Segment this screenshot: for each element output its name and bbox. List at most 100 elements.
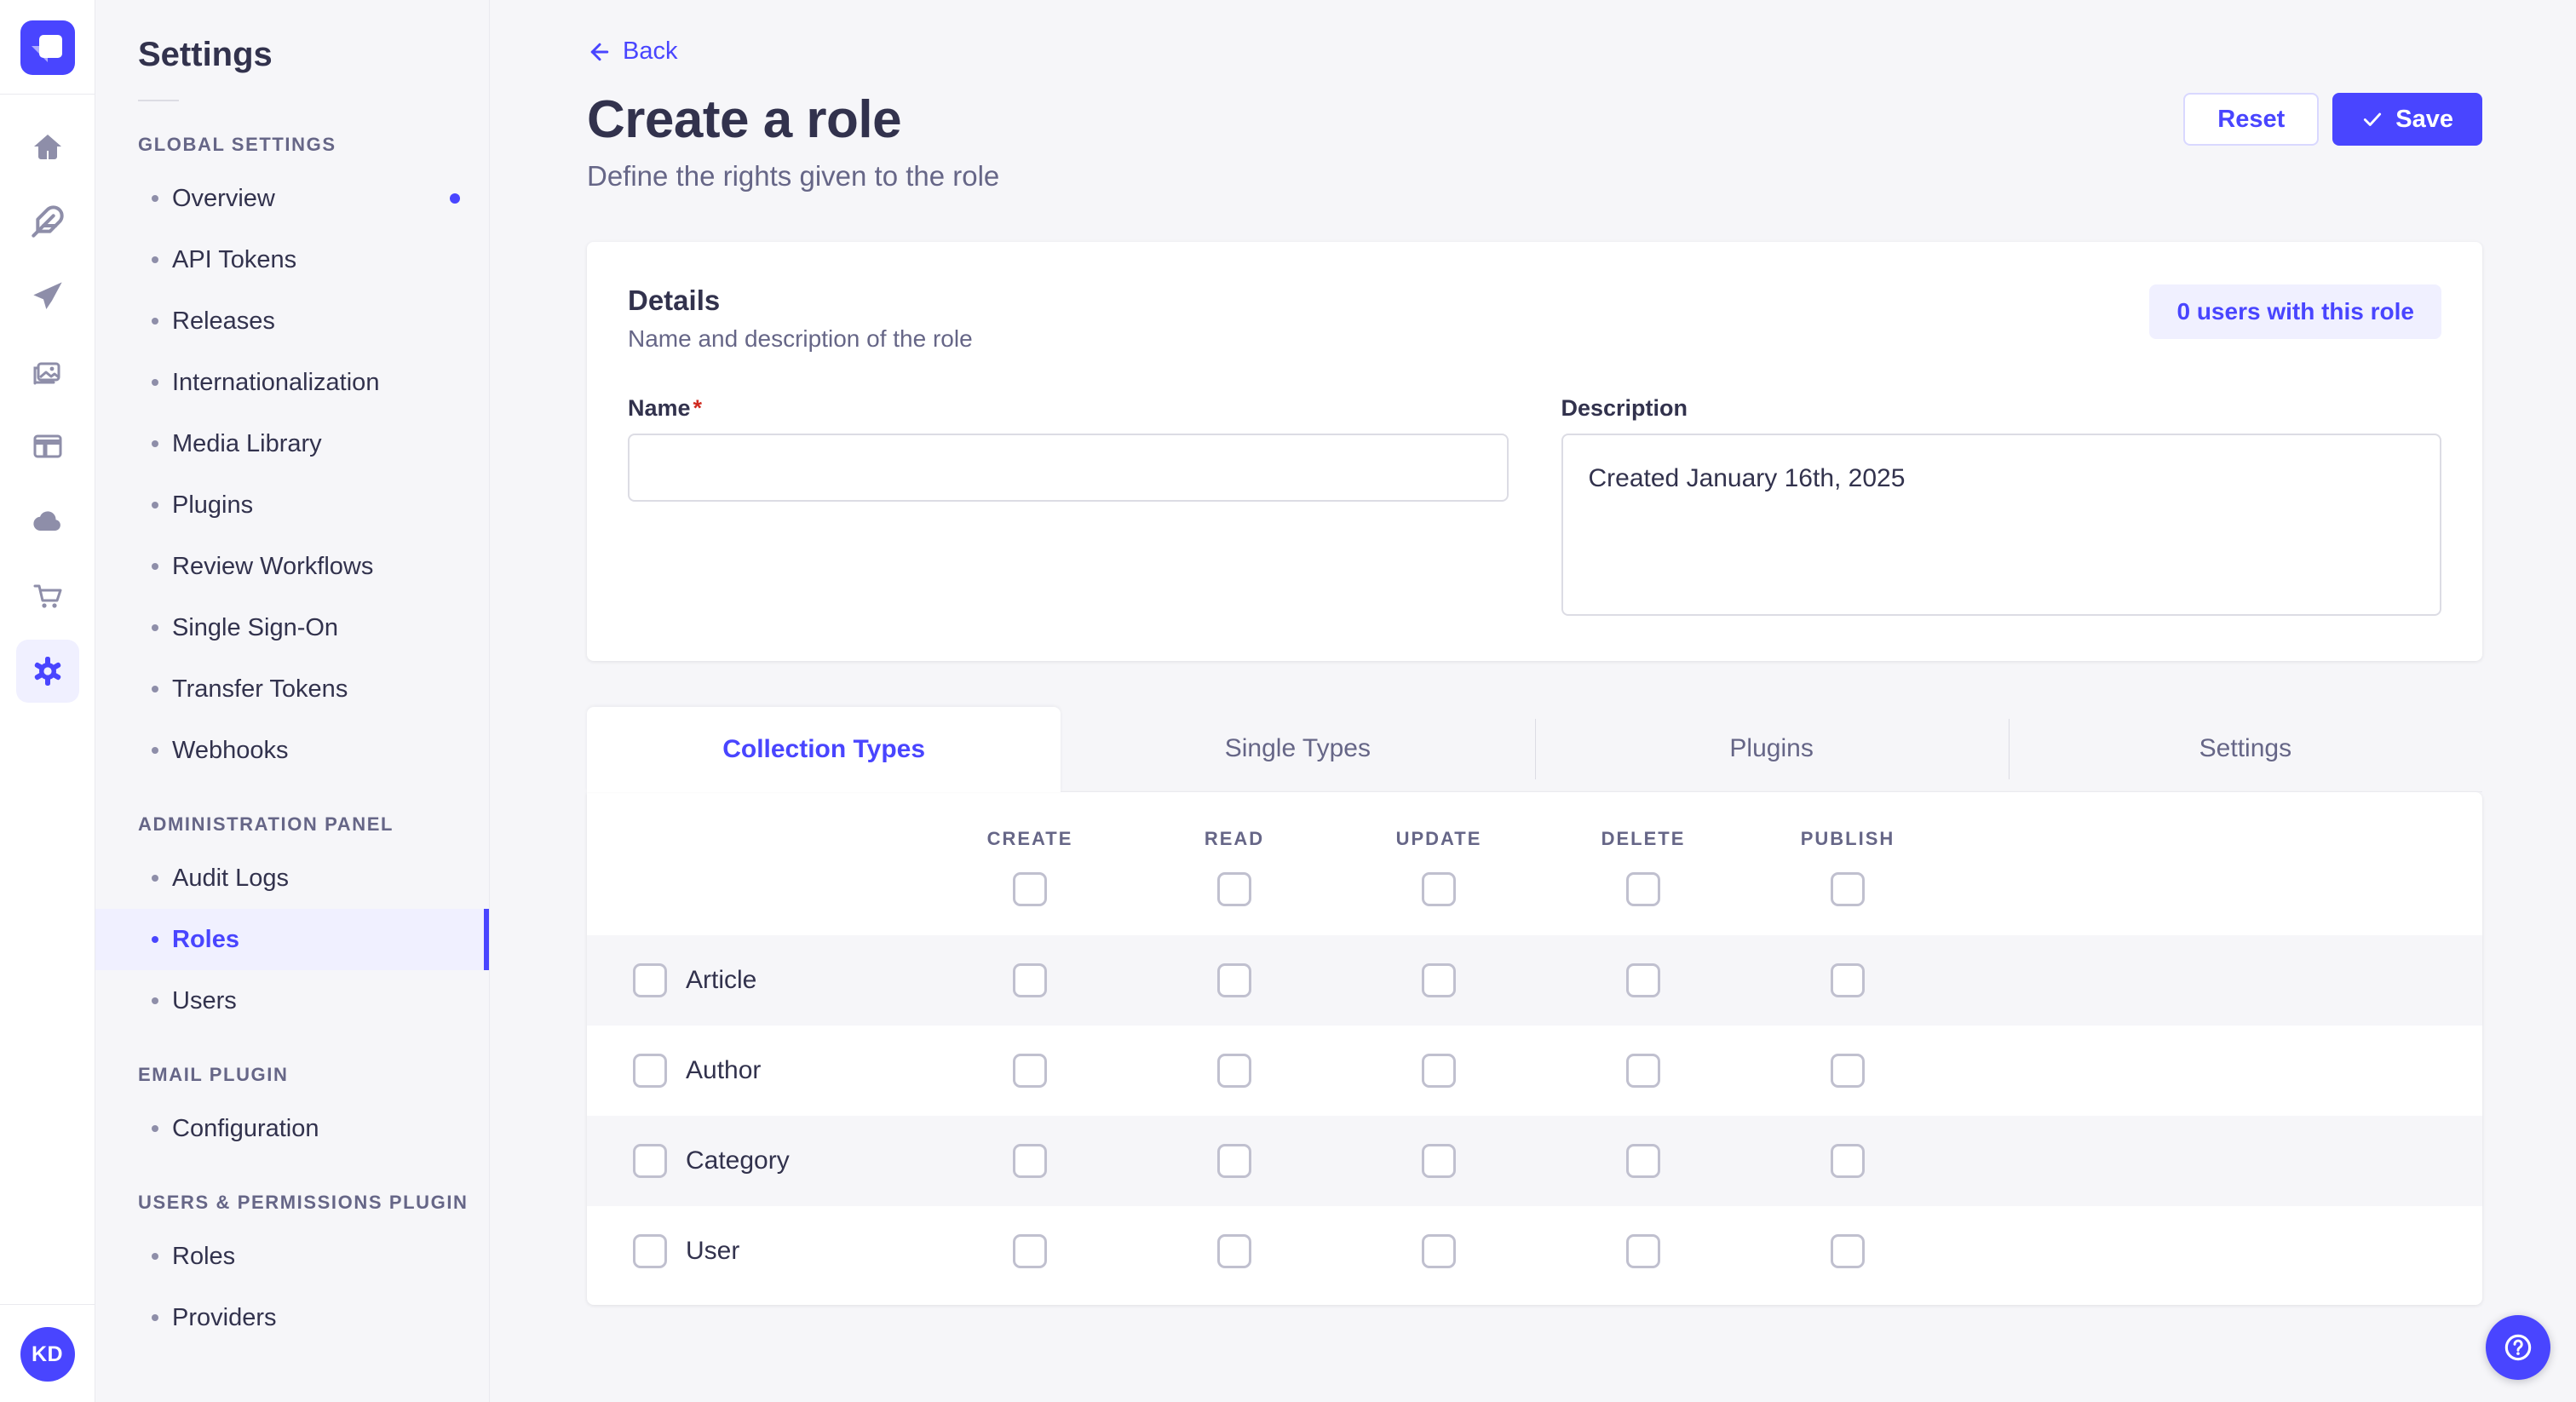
sidebar-item-transfer-tokens[interactable]: Transfer Tokens [95, 658, 489, 720]
checkbox-article-delete[interactable] [1626, 962, 1660, 997]
sidebar-item-label: Media Library [172, 429, 322, 457]
sidebar-item-releases[interactable]: Releases [95, 290, 489, 352]
sidebar-item-providers[interactable]: Providers [95, 1287, 489, 1348]
checkbox-article-publish[interactable] [1831, 962, 1865, 997]
users-with-role-button[interactable]: 0 users with this role [2149, 284, 2441, 339]
rail-bottom-divider [0, 1304, 95, 1305]
sidebar-item-label: Overview [172, 184, 275, 212]
tab-plugins[interactable]: Plugins [1534, 707, 2009, 792]
checkbox-category-publish[interactable] [1831, 1143, 1865, 1178]
save-button[interactable]: Save [2332, 93, 2482, 146]
sidebar-item-overview[interactable]: Overview [95, 168, 489, 229]
checkbox-user-publish[interactable] [1831, 1233, 1865, 1268]
bullet-icon [152, 379, 158, 386]
sidebar-item-audit-logs[interactable]: Audit Logs [95, 848, 489, 909]
checkbox-category-update[interactable] [1422, 1143, 1456, 1178]
checkbox-article-update[interactable] [1422, 962, 1456, 997]
content-type-builder-icon[interactable] [30, 428, 66, 464]
sidebar-item-media-library[interactable]: Media Library [95, 413, 489, 474]
checkbox-select-all-read[interactable] [1217, 871, 1251, 906]
checkbox-article-create[interactable] [1013, 962, 1047, 997]
releases-icon[interactable] [30, 279, 66, 314]
permission-row-user: User [587, 1206, 2482, 1296]
checkbox-category-create[interactable] [1013, 1143, 1047, 1178]
sidebar-item-configuration[interactable]: Configuration [95, 1098, 489, 1159]
permission-row-author: Author [587, 1026, 2482, 1116]
settings-icon[interactable] [15, 640, 79, 703]
reset-button[interactable]: Reset [2183, 93, 2320, 146]
checkbox-select-all-publish[interactable] [1831, 871, 1865, 906]
bullet-icon [152, 440, 158, 447]
checkbox-row-author[interactable] [633, 1053, 667, 1088]
bullet-icon [152, 1314, 158, 1321]
checkbox-author-delete[interactable] [1626, 1053, 1660, 1088]
checkbox-user-delete[interactable] [1626, 1233, 1660, 1268]
row-label: Category [686, 1146, 790, 1175]
checkbox-author-update[interactable] [1422, 1053, 1456, 1088]
bullet-icon [152, 997, 158, 1004]
help-button[interactable] [2486, 1315, 2550, 1380]
sidebar-item-roles[interactable]: Roles [95, 909, 489, 970]
checkbox-row-user[interactable] [633, 1233, 667, 1268]
bullet-icon [152, 686, 158, 692]
checkbox-select-all-create[interactable] [1013, 871, 1047, 906]
sidebar-section: GLOBAL SETTINGS Overview API Tokens Release… [95, 134, 489, 781]
tab-settings[interactable]: Settings [2008, 707, 2482, 792]
details-card: Details Name and description of the role… [587, 241, 2482, 661]
sidebar-item-webhooks[interactable]: Webhooks [95, 720, 489, 781]
sidebar-item-plugins[interactable]: Plugins [95, 474, 489, 536]
role-name-input[interactable] [628, 433, 1509, 502]
back-link[interactable]: Back [587, 37, 677, 66]
row-label: Author [686, 1055, 762, 1084]
checkbox-row-article[interactable] [633, 962, 667, 997]
cloud-icon[interactable] [30, 503, 66, 539]
sidebar-section: EMAIL PLUGIN Configuration [95, 1064, 489, 1159]
checkbox-author-publish[interactable] [1831, 1053, 1865, 1088]
sidebar-item-label: Plugins [172, 491, 254, 519]
sidebar-item-roles[interactable]: Roles [95, 1226, 489, 1287]
user-avatar[interactable]: KD [20, 1327, 75, 1382]
checkbox-row-category[interactable] [633, 1143, 667, 1178]
home-icon[interactable] [30, 129, 66, 164]
settings-sidebar: Settings GLOBAL SETTINGS Overview API Toke… [95, 0, 490, 1402]
checkbox-article-read[interactable] [1217, 962, 1251, 997]
check-icon [2364, 112, 2382, 126]
sidebar-item-users[interactable]: Users [95, 970, 489, 1031]
page-title: Create a role [587, 89, 902, 149]
checkbox-author-create[interactable] [1013, 1053, 1047, 1088]
sidebar-title-divider [138, 100, 179, 101]
checkbox-user-update[interactable] [1422, 1233, 1456, 1268]
checkbox-select-all-update[interactable] [1422, 871, 1456, 906]
bullet-icon [152, 563, 158, 570]
media-library-icon[interactable] [30, 353, 66, 389]
checkbox-author-read[interactable] [1217, 1053, 1251, 1088]
sidebar-item-api-tokens[interactable]: API Tokens [95, 229, 489, 290]
sidebar-item-internationalization[interactable]: Internationalization [95, 352, 489, 413]
back-arrow-icon [590, 43, 609, 60]
strapi-logo[interactable] [20, 20, 75, 75]
checkbox-select-all-delete[interactable] [1626, 871, 1660, 906]
sidebar-item-single-sign-on[interactable]: Single Sign-On [95, 597, 489, 658]
tab-single-types[interactable]: Single Types [1061, 707, 1535, 792]
perm-select-all-row [587, 850, 2482, 935]
sidebar-item-label: Users [172, 986, 237, 1014]
content-manager-icon[interactable] [30, 204, 66, 239]
name-label: Name * [628, 394, 703, 421]
checkbox-user-create[interactable] [1013, 1233, 1047, 1268]
perm-column-headers: CREATE READ UPDATE DELETE PUBLISH [587, 792, 2482, 850]
checkbox-user-read[interactable] [1217, 1233, 1251, 1268]
sidebar-item-label: Single Sign-On [172, 613, 339, 641]
overview-notification-dot [450, 193, 460, 204]
bullet-icon [152, 1125, 158, 1132]
description-label: Description [1561, 394, 1688, 421]
checkbox-category-read[interactable] [1217, 1143, 1251, 1178]
tab-collection-types[interactable]: Collection Types [587, 706, 1061, 792]
sidebar-item-label: Configuration [172, 1114, 319, 1142]
sidebar-section-label: USERS & PERMISSIONS PLUGIN [138, 1192, 469, 1213]
marketplace-icon[interactable] [30, 578, 66, 614]
sidebar-item-review-workflows[interactable]: Review Workflows [95, 536, 489, 597]
checkbox-category-delete[interactable] [1626, 1143, 1660, 1178]
sidebar-item-label: Providers [172, 1303, 277, 1331]
role-description-textarea[interactable] [1561, 433, 2441, 616]
